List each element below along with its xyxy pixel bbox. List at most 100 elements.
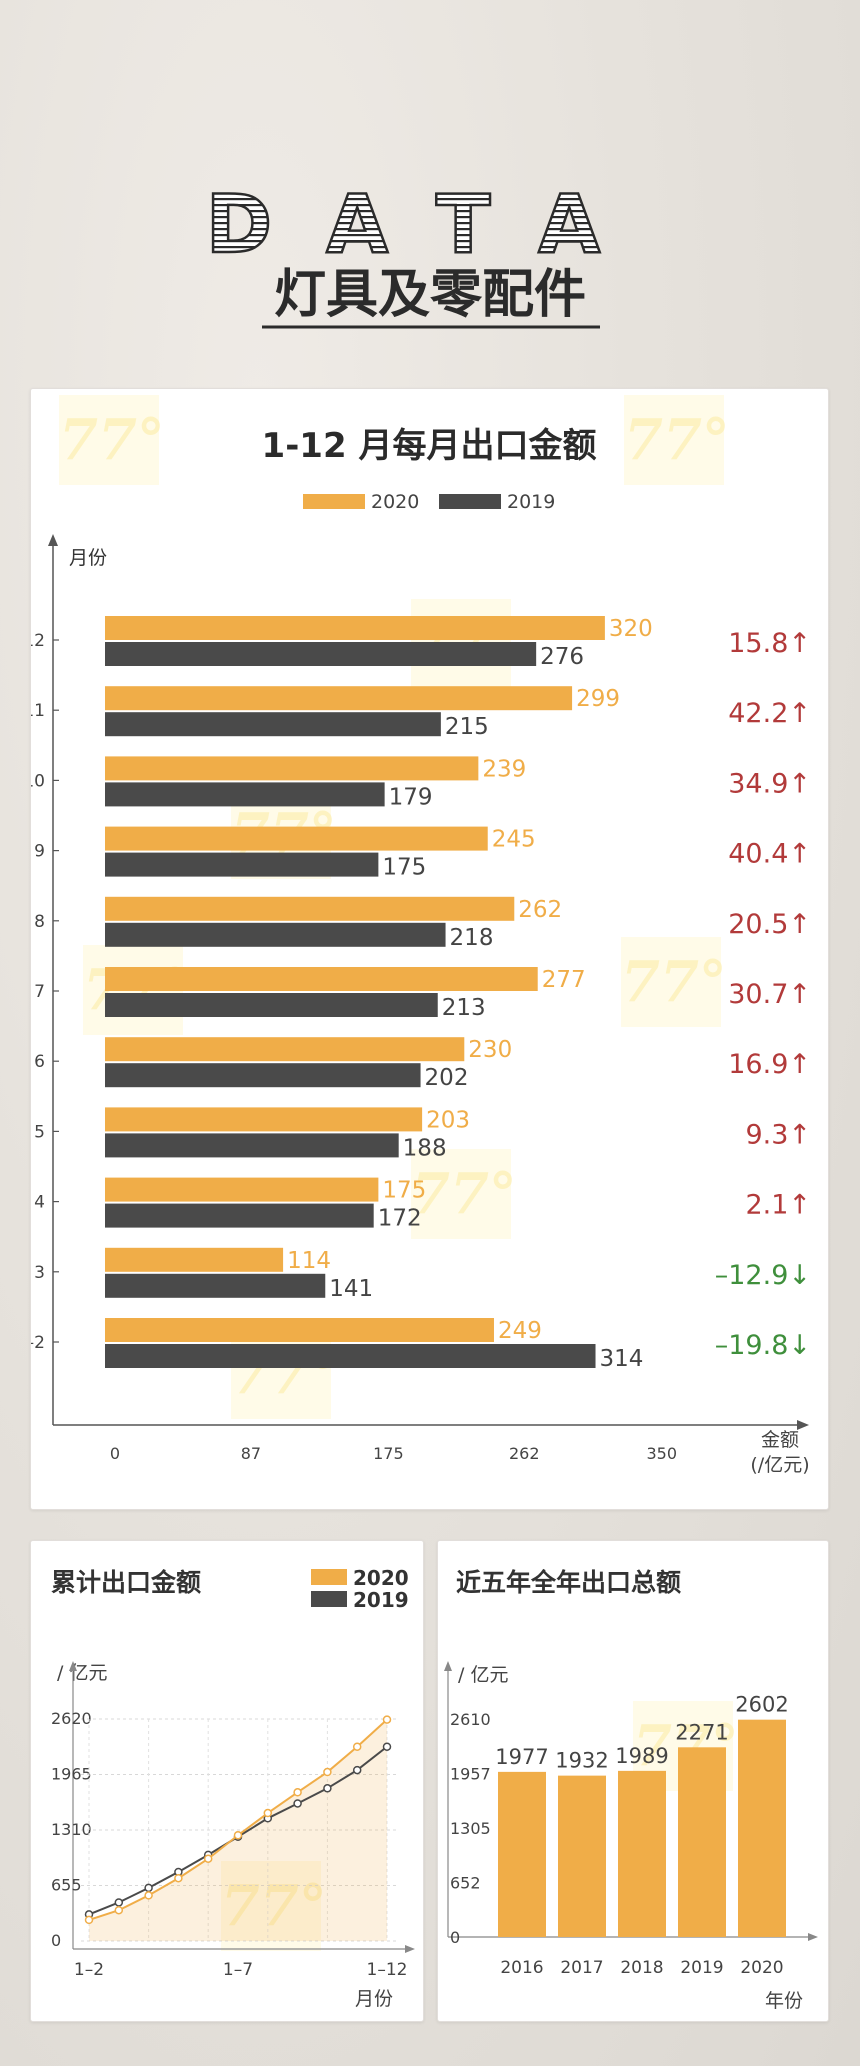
bar-label-2019: 175	[382, 855, 426, 881]
year-bar-label: 2602	[735, 1693, 788, 1717]
bar-2019	[105, 1063, 421, 1088]
line-2020-point	[233, 1831, 243, 1840]
line-2020-point	[293, 1788, 302, 1797]
y-tick-label: 8	[34, 912, 45, 932]
bar-label-2019: 188	[403, 1135, 447, 1161]
x-tick-label: 2019	[680, 1958, 723, 1978]
y-tick-label: 1310	[51, 1820, 92, 1839]
watermark-logo: 77°	[621, 937, 727, 1027]
y-tick-label: 1305	[450, 1819, 491, 1838]
x-tick-label: 2017	[560, 1958, 603, 1978]
y-tick-label: 655	[51, 1876, 82, 1895]
bar-2019	[105, 642, 537, 666]
header-graphic: DATA 灯具及零配件	[205, 177, 654, 329]
year-bar	[558, 1775, 606, 1937]
bar-label-2019: 314	[600, 1346, 644, 1372]
growth-rate: –19.8↓	[715, 1330, 811, 1361]
y-tick-label: 2610	[450, 1710, 491, 1729]
x-tick-label: 262	[509, 1444, 540, 1463]
line-2020-point	[114, 1905, 124, 1915]
y-tick-label: 4	[34, 1193, 45, 1213]
year-bar-label: 1932	[555, 1749, 608, 1773]
growth-rate: –12.9↓	[715, 1260, 811, 1291]
y-tick-label: 0	[51, 1931, 61, 1950]
line-2020-point	[144, 1891, 153, 1900]
x-axis-label: 年份	[765, 1990, 803, 2012]
x-tick-label: 87	[241, 1444, 261, 1463]
cumulative-title: 累计出口金额	[51, 1568, 201, 1597]
bar-2019	[105, 782, 385, 807]
bar-label-2019: 202	[425, 1065, 469, 1091]
line-2019-point	[114, 1898, 124, 1907]
year-bar-label: 1989	[615, 1744, 668, 1768]
bar-2020	[105, 1247, 284, 1272]
growth-rate: 40.4↑	[728, 839, 811, 870]
legend-label-2019: 2019	[353, 1588, 409, 1612]
x-axis-label: 金额	[761, 1429, 799, 1451]
bar-2019	[105, 852, 379, 877]
x-tick-label: 1–2	[74, 1960, 104, 1980]
x-tick-label: 2018	[620, 1958, 663, 1978]
bar-2020	[105, 616, 605, 640]
monthly-export-card: 77° 77° 77° 77° 77° 77° 77° 77° 1-12 月每月…	[30, 388, 829, 1510]
year-bar	[738, 1719, 786, 1937]
y-tick-label: 1965	[51, 1765, 92, 1784]
line-2019-point	[352, 1765, 362, 1775]
bar-label-2019: 213	[442, 995, 486, 1021]
bar-2020	[105, 1177, 379, 1202]
bar-label-2020: 230	[468, 1037, 512, 1063]
legend-swatch-2020	[303, 494, 365, 509]
bar-2019	[105, 1344, 596, 1368]
x-tick-label: 175	[373, 1444, 404, 1463]
year-bar	[678, 1747, 726, 1937]
legend-swatch-2019	[311, 1591, 347, 1607]
bar-2020	[105, 896, 515, 921]
bar-2019	[105, 1133, 399, 1158]
x-axis-label: 月份	[355, 1988, 393, 2010]
area-2020	[89, 1719, 387, 1941]
bar-2020	[105, 756, 479, 781]
bar-2020	[105, 967, 538, 991]
growth-rate: 15.8↑	[728, 628, 811, 659]
y-axis-label: 月份	[69, 547, 107, 569]
monthly-bar-chart: 1-12 月每月出口金额 2020 2019 月份 金额 (/亿元) 0 87 17…	[31, 426, 811, 1476]
legend-swatch-2020	[311, 1569, 347, 1585]
y-unit-label: / 亿元	[458, 1664, 508, 1686]
x-axis-unit: (/亿元)	[750, 1454, 809, 1476]
line-2020-point	[84, 1915, 94, 1925]
cumulative-export-card: 77° 累计出口金额 2020 2019 / 亿元 月份 0 655 1310 196…	[30, 1540, 424, 2022]
y-tick-label: 3	[34, 1263, 45, 1283]
bar-label-2020: 262	[518, 897, 562, 923]
bar-label-2020: 245	[492, 827, 536, 853]
x-tick-label: 1–12	[367, 1960, 408, 1980]
y-axis-arrow	[48, 534, 58, 546]
bar-label-2020: 299	[576, 686, 620, 712]
bar-2020	[105, 686, 573, 711]
x-tick-label: 0	[110, 1444, 120, 1463]
growth-rate: 2.1↑	[745, 1190, 811, 1221]
bar-label-2020: 277	[542, 967, 586, 993]
x-tick-label: 2016	[500, 1958, 543, 1978]
year-bar-label: 2271	[675, 1720, 728, 1744]
growth-rate: 9.3↑	[745, 1119, 811, 1150]
bar-label-2020: 320	[609, 616, 653, 642]
x-tick-label: 350	[646, 1444, 677, 1463]
cumulative-line-chart: 累计出口金额 2020 2019 / 亿元 月份 0 655 1310 1965 262…	[51, 1566, 415, 2010]
year-bar	[498, 1771, 546, 1937]
line-2020-point	[203, 1854, 213, 1863]
data-wordmark: DATA	[206, 178, 654, 271]
year-bar-label: 1977	[495, 1745, 548, 1769]
y-tick-label: 0	[450, 1928, 460, 1947]
line-2019-point	[323, 1784, 332, 1793]
legend-label-2020: 2020	[353, 1566, 409, 1590]
bar-label-2019: 276	[540, 644, 584, 670]
y-tick-label: 12	[31, 631, 45, 651]
bar-label-2019: 141	[329, 1276, 373, 1302]
watermark-logo: 77°	[59, 395, 165, 485]
bar-label-2020: 203	[426, 1107, 470, 1133]
bar-2019	[105, 1203, 374, 1228]
watermark-logo: 77°	[221, 1861, 327, 1951]
x-axis-arrow	[808, 1933, 818, 1941]
y-axis-arrow	[444, 1661, 452, 1671]
